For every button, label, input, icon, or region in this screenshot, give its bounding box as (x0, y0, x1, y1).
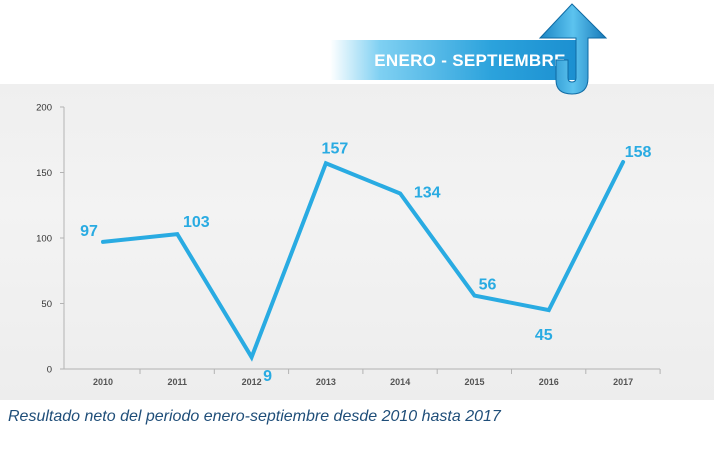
y-tick-label: 0 (47, 365, 52, 376)
x-tick-label: 2016 (539, 377, 559, 387)
y-tick-label: 200 (36, 103, 52, 114)
period-banner (330, 40, 580, 80)
chart-caption: Resultado neto del periodo enero-septiem… (8, 408, 501, 425)
data-labels: 97 103 9 157 134 56 45 158 (80, 140, 651, 385)
x-tick-label: 2014 (390, 377, 410, 387)
x-tick-label: 2012 (242, 377, 262, 387)
x-tick-label: 2015 (464, 377, 484, 387)
x-tick-label: 2011 (168, 377, 188, 387)
data-label: 56 (479, 277, 497, 294)
period-banner-label: ENERO - SEPTIEMBRE (374, 51, 566, 70)
y-tick-label: 100 (36, 234, 52, 245)
x-tick-label: 2017 (613, 377, 633, 387)
data-label: 158 (625, 144, 652, 161)
y-tick-label: 150 (36, 168, 52, 179)
y-axis-ticks: 0 50 100 150 200 (36, 103, 64, 376)
x-tick-label: 2010 (93, 377, 113, 387)
series-line (101, 160, 626, 362)
y-tick-label: 50 (41, 299, 52, 310)
data-label: 9 (263, 368, 272, 385)
data-label: 45 (535, 327, 553, 344)
data-label: 103 (183, 214, 210, 231)
x-axis-ticks: 2010 2011 2012 2013 2014 2015 2016 2017 (93, 369, 661, 387)
data-label: 157 (322, 140, 349, 157)
x-tick-label: 2013 (316, 377, 336, 387)
up-arrow-icon (538, 3, 608, 95)
data-label: 97 (80, 223, 98, 240)
data-label: 134 (414, 184, 441, 201)
